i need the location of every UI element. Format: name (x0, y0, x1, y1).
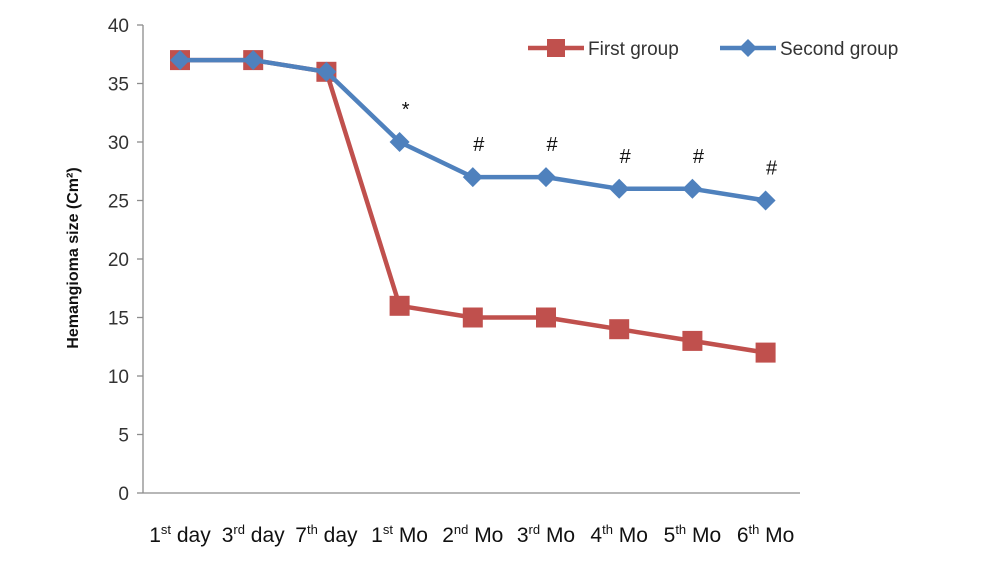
x-category-label: 5th Mo (664, 522, 722, 547)
significance-marker: # (693, 146, 705, 168)
data-point (316, 61, 337, 82)
y-tick-label: 25 (108, 192, 129, 213)
legend-marker (547, 39, 565, 57)
data-point (389, 132, 410, 152)
significance-marker: # (620, 146, 632, 168)
x-category-label: 2nd Mo (442, 522, 503, 547)
x-category-label: 6th Mo (737, 522, 795, 547)
y-axis-label: Hemangioma size (Cm²) (65, 167, 82, 348)
x-category-label: 1st day (149, 522, 211, 547)
y-tick-label: 15 (108, 309, 129, 330)
data-point (170, 50, 190, 71)
y-tick-labels: 0 5 10 15 20 25 30 35 40 (108, 16, 129, 505)
y-tick-label: 0 (118, 484, 129, 505)
x-category-labels: 1st day 3rd day 7th day 1st Mo 2nd Mo 3rd Mo 4… (149, 522, 794, 547)
legend-label: Second group (780, 39, 898, 60)
x-category-label: 7th day (295, 522, 358, 547)
data-point (755, 190, 776, 211)
series-1 (170, 50, 776, 363)
legend-entry: First group (528, 39, 679, 60)
y-tick-label: 5 (118, 426, 129, 447)
data-point (609, 178, 630, 199)
data-point (682, 330, 703, 351)
legend-marker (739, 39, 757, 57)
y-tick-label: 20 (108, 250, 129, 271)
significance-marker: * (402, 99, 410, 121)
y-tick-label: 40 (108, 16, 129, 37)
y-tick-label: 30 (108, 133, 129, 154)
series (170, 50, 776, 363)
data-point (609, 319, 630, 340)
significance-marker: # (473, 134, 485, 156)
legend: First group Second group (528, 39, 898, 60)
data-point (682, 178, 703, 199)
data-point (536, 167, 556, 188)
data-point (536, 307, 556, 328)
series-2 (170, 50, 776, 211)
data-point (755, 342, 776, 363)
y-tick-label: 10 (108, 367, 129, 388)
x-category-label: 3rd Mo (517, 522, 575, 547)
data-point (462, 167, 483, 188)
annotations: * # # # # # (402, 99, 778, 180)
data-point (389, 295, 410, 316)
significance-marker: # (766, 158, 778, 180)
data-point (462, 307, 483, 328)
legend-label: First group (588, 39, 679, 60)
x-category-label: 4th Mo (590, 522, 648, 547)
significance-marker: # (546, 134, 558, 156)
legend-entry: Second group (720, 39, 898, 60)
axes (137, 24, 800, 494)
x-category-label: 3rd day (222, 522, 285, 547)
x-category-label: 1st Mo (371, 522, 428, 547)
y-tick-label: 35 (108, 75, 129, 96)
data-point (243, 50, 264, 71)
